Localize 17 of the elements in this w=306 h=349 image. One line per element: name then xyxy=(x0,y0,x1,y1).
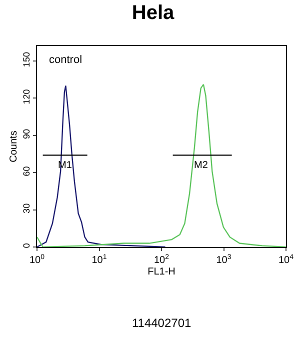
chart-title: Hela xyxy=(132,2,175,24)
y-tick-label: 0 xyxy=(21,243,32,248)
x-tick-label: 10$^{4}$ xyxy=(278,254,294,266)
x-tick-label: 10$^{0}$ xyxy=(29,254,45,266)
x-tick-label: 10$^{3}$ xyxy=(216,254,232,266)
annotation: control xyxy=(49,54,82,66)
y-tick-label: 120 xyxy=(21,89,32,104)
y-tick-label: 60 xyxy=(21,166,32,176)
y-tick-label: 150 xyxy=(21,52,32,68)
x-tick-label: 10$^{1}$ xyxy=(92,254,107,266)
y-tick-label: 30 xyxy=(21,203,32,214)
annotation: M2 xyxy=(194,160,208,171)
x-axis-title: FL1-H xyxy=(148,266,176,278)
x-tick-label: 10$^{2}$ xyxy=(154,254,170,266)
y-tick-label: 90 xyxy=(21,128,32,139)
text: 114402701 xyxy=(132,316,192,330)
y-axis-title: Counts xyxy=(8,130,20,162)
